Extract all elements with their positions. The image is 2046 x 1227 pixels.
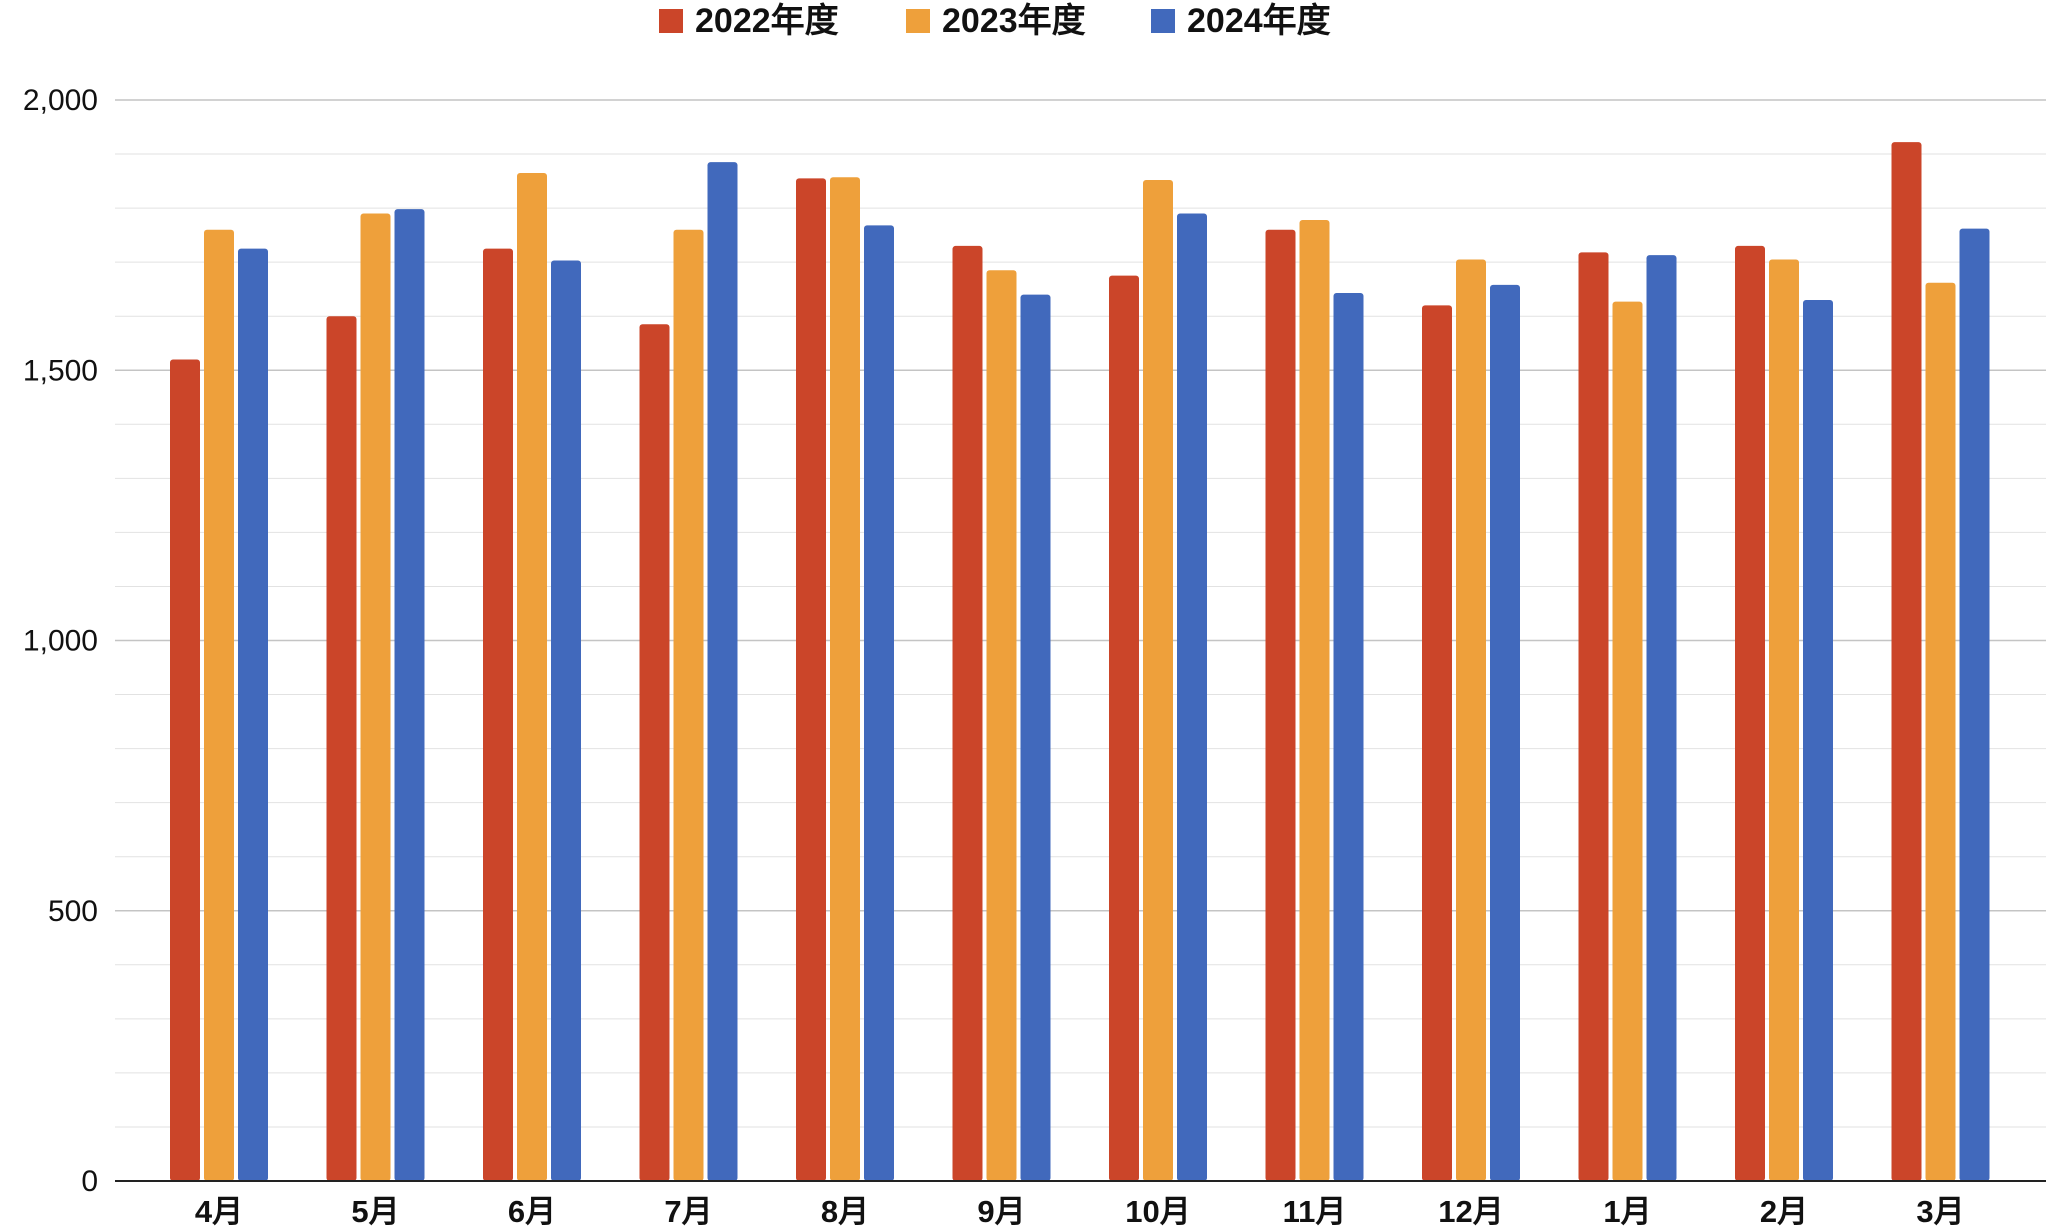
x-tick-label: 12月 <box>1438 1194 1503 1227</box>
bar <box>1299 219 1330 1182</box>
bar <box>551 260 581 1181</box>
bar <box>864 225 894 1181</box>
bar <box>1612 301 1643 1181</box>
bar <box>796 178 826 1181</box>
bar <box>1265 229 1296 1182</box>
y-tick-label: 2,000 <box>23 84 98 117</box>
bar <box>952 245 983 1181</box>
bar <box>1769 259 1799 1181</box>
bar <box>707 162 738 1182</box>
bar <box>1959 228 1990 1181</box>
bar <box>1143 179 1173 1181</box>
x-tick-label: 1月 <box>1603 1194 1651 1227</box>
bar <box>394 209 425 1181</box>
legend-swatch <box>1151 9 1175 33</box>
bar <box>1177 213 1207 1181</box>
x-tick-label: 10月 <box>1125 1194 1190 1227</box>
bar <box>986 270 1017 1181</box>
bar <box>170 359 200 1181</box>
bar <box>360 213 391 1181</box>
bar <box>1422 305 1452 1181</box>
legend-swatch <box>659 9 683 33</box>
bar <box>830 177 860 1181</box>
grid-layer <box>115 99 2046 1128</box>
y-tick-label: 1,000 <box>23 625 98 658</box>
y-tick-label: 1,500 <box>23 354 98 387</box>
bar <box>1646 255 1677 1181</box>
bar <box>1803 299 1833 1181</box>
bar <box>1109 275 1139 1182</box>
bar <box>238 248 268 1181</box>
y-tick-label: 0 <box>81 1165 98 1198</box>
bar <box>673 229 704 1182</box>
bar <box>1020 294 1051 1182</box>
bar <box>1735 245 1765 1181</box>
bar <box>1333 292 1364 1181</box>
legend: 2022年度 2023年度 2024年度 <box>659 2 1331 40</box>
bar <box>639 324 670 1181</box>
x-tick-label: 4月 <box>195 1194 243 1227</box>
bar <box>1456 259 1486 1181</box>
x-tick-label: 11月 <box>1283 1194 1347 1227</box>
bar <box>326 316 357 1181</box>
legend-label: 2024年度 <box>1187 2 1331 40</box>
bar <box>1578 252 1609 1181</box>
bar <box>517 172 547 1181</box>
axis-layer: 0 500 1,000 1,500 2,000 4月 5月 6月 7月 8月 9月 10月 11月 12月… <box>23 84 2046 1227</box>
x-tick-label: 5月 <box>351 1194 399 1227</box>
x-tick-label: 3月 <box>1916 1194 1964 1227</box>
y-tick-label: 500 <box>48 895 98 928</box>
bar <box>483 248 513 1181</box>
legend-label: 2022年度 <box>695 2 839 40</box>
bar <box>1891 142 1922 1182</box>
x-tick-label: 2月 <box>1760 1194 1808 1227</box>
bar <box>204 229 234 1182</box>
bars-layer <box>170 142 1990 1182</box>
x-tick-label: 7月 <box>664 1194 712 1227</box>
x-tick-label: 8月 <box>821 1194 869 1227</box>
legend-swatch <box>906 9 930 33</box>
legend-label: 2023年度 <box>942 2 1086 40</box>
bar <box>1925 282 1956 1182</box>
x-tick-label: 9月 <box>977 1194 1025 1227</box>
bar <box>1490 284 1520 1181</box>
x-tick-label: 6月 <box>508 1194 556 1227</box>
